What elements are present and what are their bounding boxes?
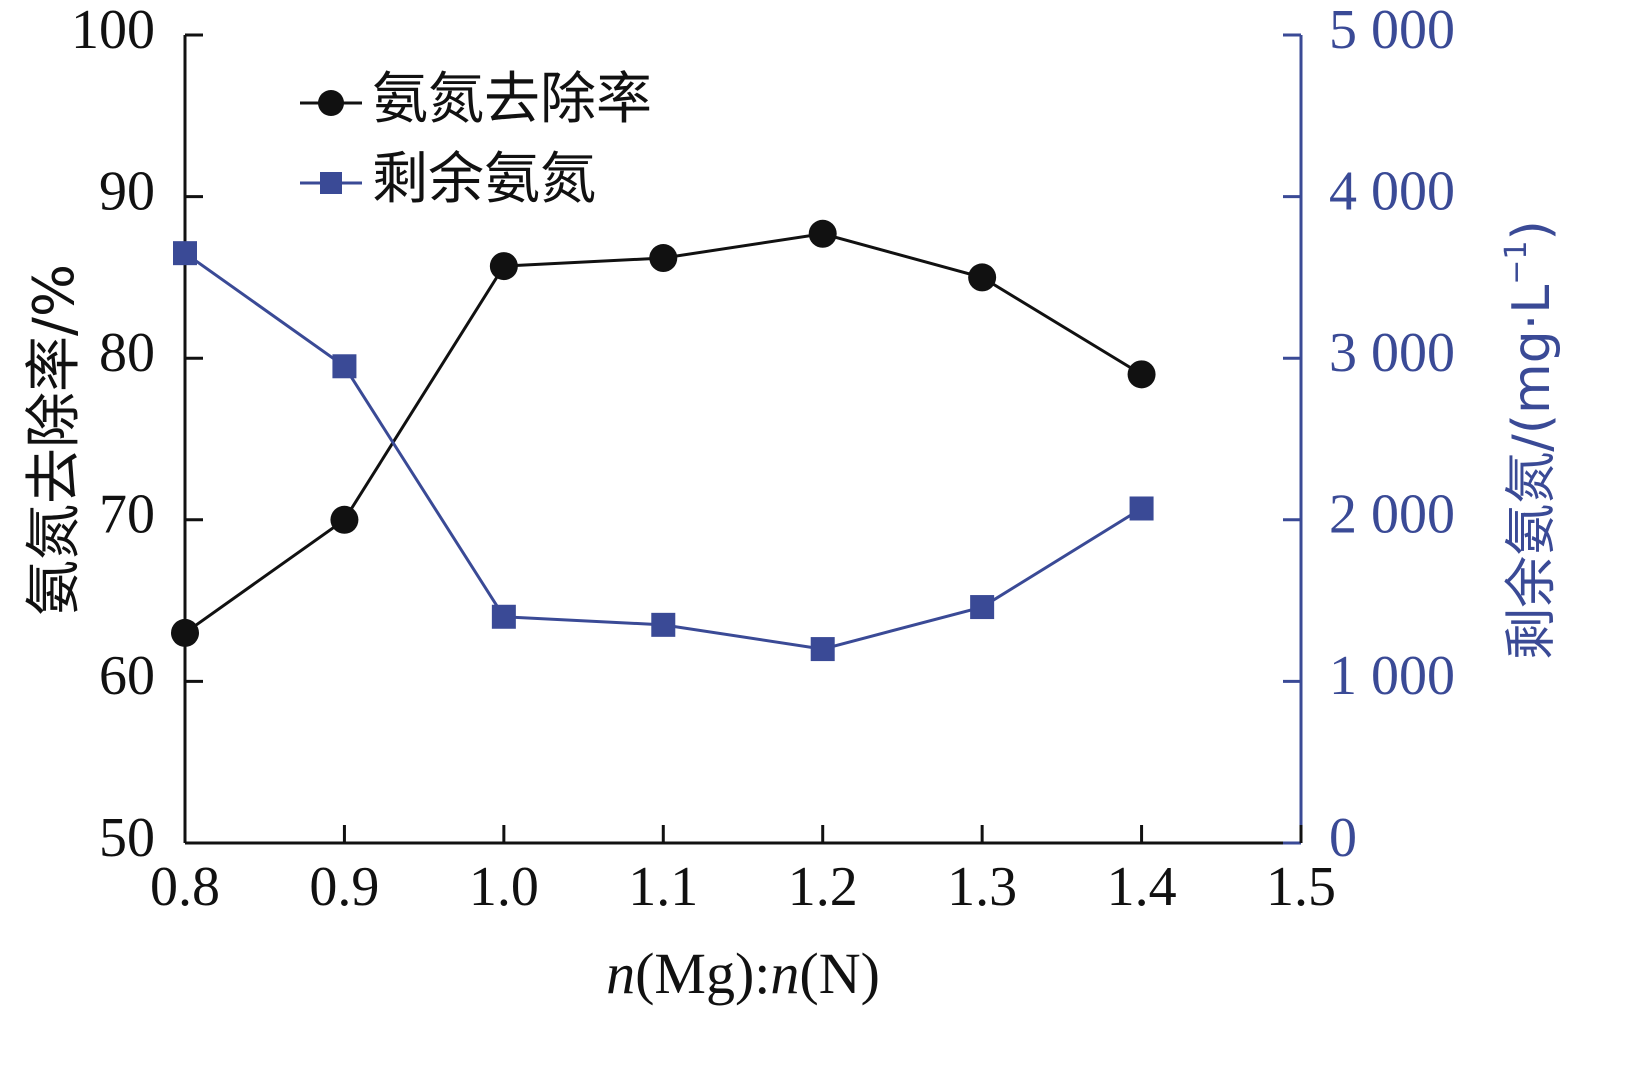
data-point-removal-rate [649, 244, 678, 273]
x-tick-label: 1.4 [1107, 856, 1177, 918]
legend-label-removal-rate: 氨氮去除率 [372, 67, 652, 132]
x-tick-label: 1.3 [947, 856, 1017, 918]
legend: 氨氮去除率 剩余氨氮 [300, 67, 652, 212]
legend-marker-square [320, 172, 342, 194]
data-point-residual-ammonia [651, 612, 676, 637]
tick-marks [183, 33, 1303, 845]
data-point-residual-ammonia [970, 595, 995, 620]
x-axis-label-n1: n [606, 941, 635, 1006]
legend-label-residual: 剩余氨氮 [372, 147, 596, 212]
left-y-axis-label: 氨氮去除率/% [22, 264, 87, 616]
data-point-removal-rate [968, 263, 997, 292]
series-layer [171, 219, 1156, 662]
left-y-tick-labels: 50 60 70 80 90 100 [71, 0, 155, 869]
x-tick-label: 1.1 [628, 856, 698, 918]
data-point-removal-rate [171, 618, 199, 647]
x-axis-label-n2: n [770, 941, 799, 1006]
right-y-tick-label: 1 000 [1329, 645, 1455, 707]
right-y-tick-label: 2 000 [1329, 484, 1455, 546]
data-point-removal-rate [489, 252, 518, 281]
left-y-tick-label: 50 [99, 807, 155, 869]
x-tick-label: 0.8 [150, 856, 220, 918]
data-point-removal-rate [808, 219, 837, 248]
x-tick-label: 1.5 [1266, 856, 1336, 918]
right-y-axis-label: 剩余氨氮/(mg·L−1) [1499, 220, 1562, 660]
right-y-axis-label-main: 剩余氨氮/(mg·L [1502, 285, 1562, 660]
left-y-tick-label: 100 [71, 0, 155, 61]
right-y-axis-label-close: ) [1502, 220, 1562, 240]
x-axis-label: n(Mg):n(N) [606, 941, 880, 1006]
right-y-tick-labels: 0 1 000 2 000 3 000 4 000 5 000 [1329, 0, 1455, 869]
left-y-tick-label: 90 [99, 160, 155, 222]
right-y-tick-label: 4 000 [1329, 160, 1455, 222]
x-axis-label-n: (N) [799, 941, 880, 1006]
data-point-residual-ammonia [491, 604, 516, 629]
x-tick-labels: 0.8 0.9 1.0 1.1 1.2 1.3 1.4 1.5 [150, 856, 1336, 918]
x-tick-label: 0.9 [309, 856, 379, 918]
data-point-residual-ammonia [173, 241, 197, 266]
right-y-tick-label: 0 [1329, 807, 1357, 869]
series-line-0 [184, 232, 1143, 635]
legend-marker-circle [318, 90, 344, 116]
data-point-removal-rate [330, 505, 359, 534]
data-point-residual-ammonia [810, 637, 835, 662]
right-y-tick-label: 3 000 [1329, 322, 1455, 384]
data-point-residual-ammonia [332, 354, 357, 379]
x-axis-label-mg: (Mg): [635, 941, 770, 1006]
left-y-tick-label: 70 [99, 484, 155, 546]
x-tick-label: 1.2 [788, 856, 858, 918]
left-y-tick-label: 80 [99, 322, 155, 384]
axes [183, 35, 1303, 845]
data-point-residual-ammonia [1129, 496, 1154, 521]
right-y-tick-label: 5 000 [1329, 0, 1455, 61]
left-y-tick-label: 60 [99, 645, 155, 707]
data-point-removal-rate [1127, 360, 1156, 389]
right-y-axis-label-superscript: −1 [1499, 241, 1534, 285]
x-tick-label: 1.0 [469, 856, 539, 918]
series-line-1 [184, 251, 1143, 651]
